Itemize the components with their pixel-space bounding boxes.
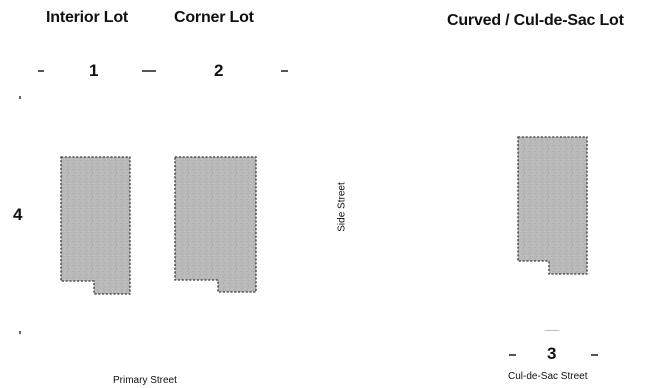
street-label-primary: Primary Street — [113, 375, 177, 386]
setback-number-4: 4 — [13, 205, 23, 224]
dimension-tick — [19, 96, 21, 99]
dimension-dash — [545, 330, 559, 331]
setback-number-2: 2 — [214, 61, 224, 80]
setback-number-3: 3 — [547, 344, 557, 363]
dimension-dash — [591, 354, 598, 356]
dimension-dash — [142, 70, 156, 72]
footprint-interior-lot — [60, 156, 131, 295]
street-label-cul-de-sac: Cul-de-Sac Street — [508, 371, 588, 382]
heading-corner-lot: Corner Lot — [174, 9, 254, 26]
setback-number-1: 1 — [89, 61, 99, 80]
dimension-dash — [509, 354, 516, 356]
footprint-corner-lot — [174, 156, 257, 293]
footprint-curved-lot — [517, 136, 588, 275]
heading-interior-lot: Interior Lot — [46, 9, 129, 26]
dimension-tick — [19, 331, 21, 334]
heading-curved-lot: Curved / Cul-de-Sac Lot — [447, 12, 624, 29]
dimension-dash — [38, 70, 44, 72]
dimension-dash — [281, 70, 288, 72]
